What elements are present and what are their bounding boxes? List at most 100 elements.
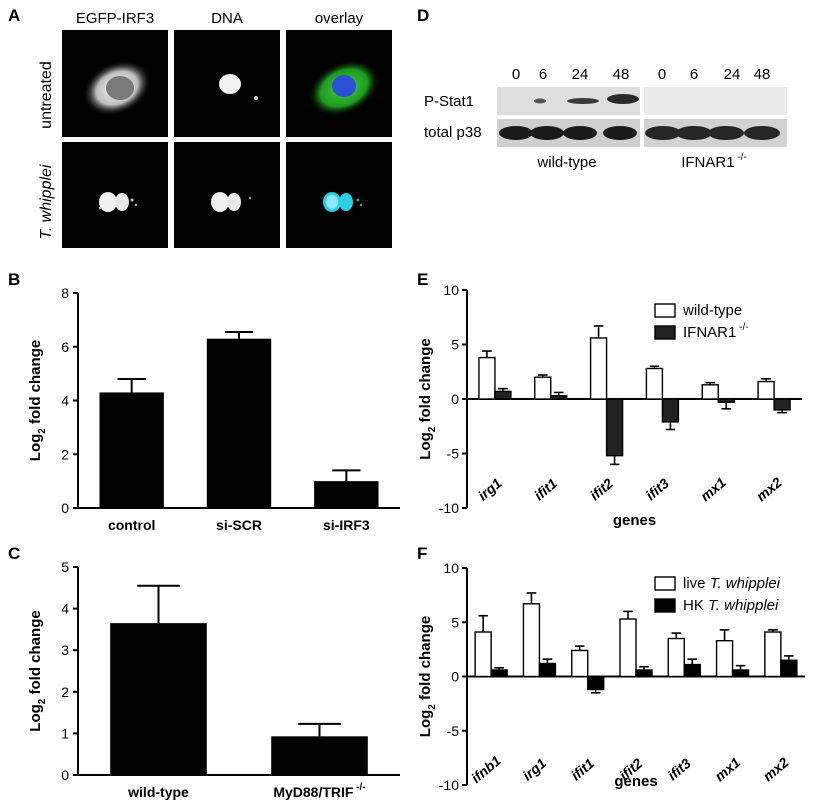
x-category-label-6: mx2	[760, 754, 792, 784]
blot-band-p38-ko-3	[744, 126, 780, 140]
y-tick-label: 2	[61, 684, 69, 700]
blot-band-p38-wt-1	[530, 126, 564, 140]
y-axis-label-main: Log	[417, 432, 434, 460]
x-axis-label: genes	[613, 512, 656, 529]
bar-s0-6	[764, 631, 782, 678]
bar-s0-4	[701, 384, 719, 400]
x-category-label-2: ifit2	[587, 475, 617, 503]
bar-s1-3	[635, 669, 653, 678]
legend-swatch-0	[654, 303, 676, 318]
legend-label-part: T. whipplei	[710, 575, 781, 592]
y-tick-label: 10	[443, 282, 459, 298]
legend-swatch-1	[654, 325, 676, 340]
blot-group-ifnar1: IFNAR1 -/-	[681, 152, 747, 171]
y-tick-label: 4	[61, 393, 69, 409]
y-tick-label: 6	[61, 339, 69, 355]
bar-s0-2	[589, 337, 608, 400]
blot-timepoint-2: 24	[572, 66, 589, 83]
panel-a-col-dna: DNA	[211, 10, 243, 27]
y-tick-label: 5	[451, 614, 459, 630]
legend-label-part: HK	[683, 597, 708, 614]
y-tick-label: 4	[61, 601, 69, 617]
panel-b-letter: B	[8, 270, 21, 289]
y-tick-label: 0	[61, 500, 69, 516]
bar-s0-1	[534, 376, 552, 400]
bar-s0-3	[645, 367, 664, 400]
bar-s0-5	[757, 380, 775, 400]
blot-row-pstat1: P-Stat1	[424, 93, 474, 110]
y-axis-label: Log2 fold change	[417, 616, 438, 737]
bar-s0-0	[474, 631, 492, 678]
x-category-label-2: si-IRF3	[323, 517, 370, 533]
blot-timepoint-7: 48	[754, 66, 771, 83]
micrograph-overlay-twhipplei	[286, 142, 392, 248]
bar-0	[110, 623, 207, 775]
blot-band-pstat-48	[607, 94, 639, 104]
micrograph-egfp-twhipplei	[62, 142, 168, 248]
y-axis-label-sub: 2	[427, 704, 438, 710]
x-category-label-0: wild-type	[127, 784, 189, 800]
bar-s1-5	[773, 398, 791, 411]
y-tick-label: 5	[61, 559, 69, 575]
y-tick-label: -10	[439, 777, 459, 793]
legend-label-1: IFNAR1 -/-	[683, 322, 749, 341]
bar-s1-1	[538, 662, 557, 678]
legend-label-part: live	[683, 575, 710, 592]
x-category-label-0: irg1	[475, 475, 505, 504]
legend-label-part: wild-type	[682, 302, 742, 319]
x-category-label-0: ifnb1	[468, 752, 504, 786]
panel-a-col-overlay: overlay	[314, 10, 364, 27]
legend-label-0: live T. whipplei	[683, 575, 781, 592]
micrograph-egfp-untreated	[62, 30, 168, 137]
x-category-label-4: mx1	[697, 474, 729, 504]
blot-band-p38-wt-0	[499, 126, 533, 140]
blot-band-p38-ko-0	[645, 126, 681, 140]
y-axis-label-sub: 2	[37, 698, 48, 704]
y-axis-label-main: Log	[417, 710, 434, 738]
legend-label-0: wild-type	[682, 302, 742, 319]
bar-s1-6	[780, 659, 798, 678]
legend-swatch-1	[654, 598, 676, 613]
y-tick-label: 10	[443, 560, 459, 576]
bar-s0-1	[522, 603, 541, 678]
y-tick-label: 0	[451, 391, 459, 407]
bar-s1-2	[605, 398, 624, 457]
blot-band-p38-wt-3	[603, 126, 637, 140]
legend-swatch-0	[654, 576, 676, 591]
x-category-label-1: MyD88/TRIF -/-	[273, 782, 365, 800]
x-category-label-4: ifit3	[664, 755, 694, 783]
x-category-label-1: si-SCR	[216, 517, 262, 533]
y-tick-label: -5	[447, 446, 460, 462]
bar-2	[314, 481, 379, 508]
blot-row-p38: total p38	[424, 124, 482, 141]
micrograph-overlay-untreated	[286, 30, 392, 137]
x-category-label-0: control	[108, 517, 155, 533]
x-category-label-sup: -/-	[353, 782, 365, 793]
bar-s1-4	[717, 398, 735, 403]
panel-f-letter: F	[417, 544, 428, 563]
y-axis-label: Log2 fold change	[417, 338, 438, 459]
bar-s0-4	[667, 637, 685, 678]
y-tick-label: 0	[451, 669, 459, 685]
y-tick-label: 3	[61, 642, 69, 658]
y-axis-label-sub: 2	[427, 426, 438, 432]
x-category-label-1: ifit1	[531, 475, 561, 503]
bar-s1-0	[490, 669, 508, 678]
bar-s0-5	[715, 639, 734, 678]
y-axis-label-rest: fold change	[27, 610, 44, 698]
micrograph-dna-untreated	[174, 30, 280, 137]
bar-s1-3	[661, 398, 680, 423]
legend-label-part: IFNAR1	[683, 324, 736, 341]
y-axis-label-rest: fold change	[417, 338, 434, 426]
bar-1	[206, 338, 272, 508]
blot-timepoint-6: 24	[724, 66, 741, 83]
legend-label-1: HK T. whipplei	[683, 597, 779, 614]
y-axis-label: Log2 fold change	[27, 610, 48, 731]
bar-s1-4	[683, 663, 701, 678]
blot-timepoint-4: 0	[658, 66, 666, 83]
legend-label-part: -/-	[736, 322, 748, 333]
micrograph-dna-twhipplei	[174, 142, 280, 248]
y-tick-label: 5	[451, 337, 459, 353]
